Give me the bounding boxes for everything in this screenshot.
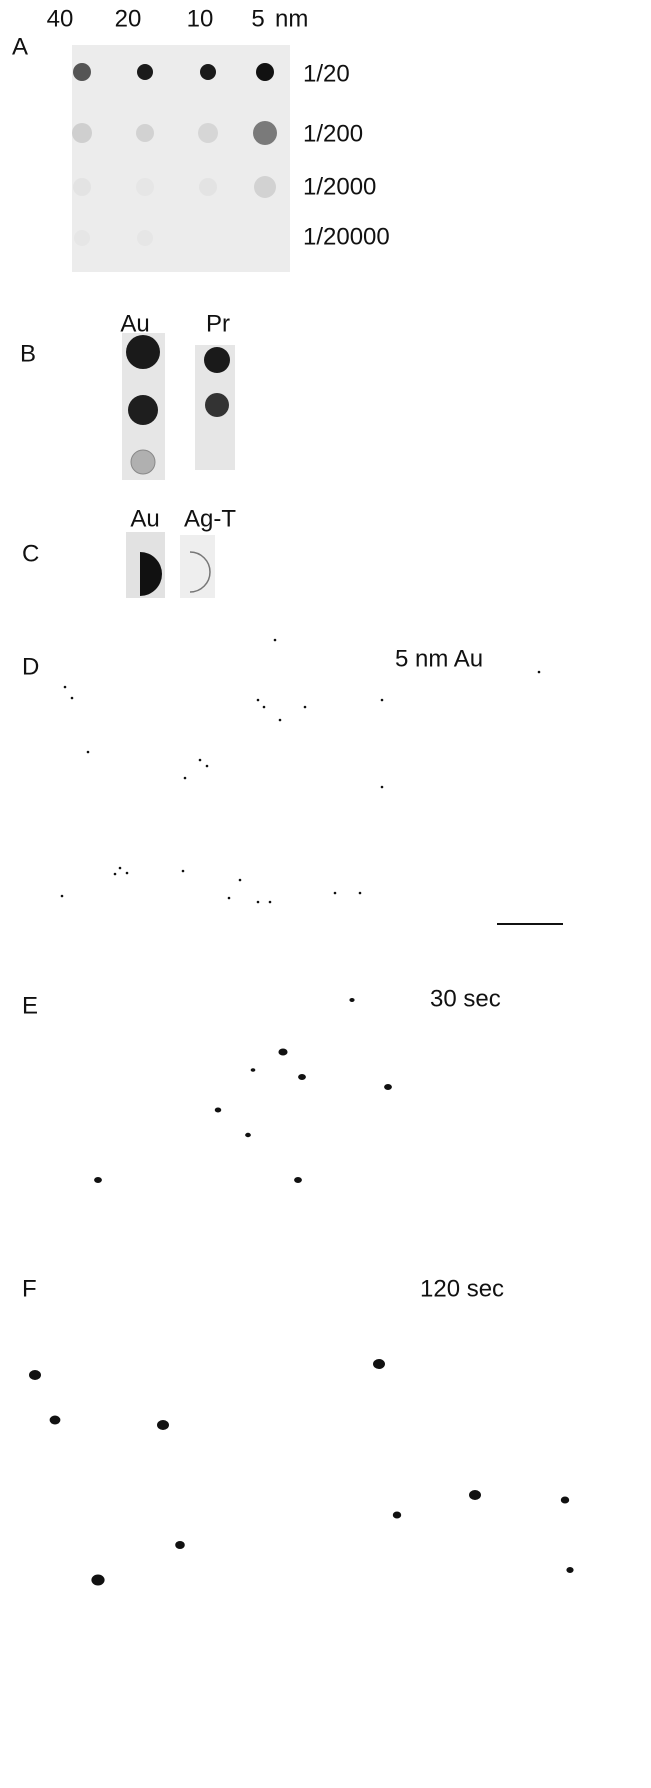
blot-dot bbox=[136, 178, 154, 196]
particle bbox=[157, 1420, 169, 1430]
blot-dot bbox=[128, 395, 158, 425]
particle bbox=[61, 895, 64, 898]
blot-dot bbox=[256, 63, 274, 81]
particle bbox=[257, 901, 260, 904]
panel-label: F bbox=[22, 1275, 37, 1302]
unit-label: nm bbox=[275, 5, 308, 32]
particle bbox=[334, 892, 337, 895]
blot-dot bbox=[74, 230, 90, 246]
column-label: 20 bbox=[115, 5, 142, 32]
particle bbox=[206, 765, 209, 768]
column-label: 5 bbox=[251, 5, 264, 32]
blot-dot bbox=[198, 123, 218, 143]
panel-label: C bbox=[22, 540, 39, 567]
blot-dot bbox=[204, 347, 230, 373]
particle bbox=[257, 699, 260, 702]
particle bbox=[279, 719, 282, 722]
particle bbox=[215, 1108, 222, 1113]
particle bbox=[373, 1359, 385, 1369]
particle bbox=[182, 870, 185, 873]
blot-dot bbox=[253, 121, 277, 145]
particle bbox=[50, 1416, 61, 1425]
particle bbox=[263, 706, 266, 709]
particle bbox=[87, 751, 90, 754]
particle bbox=[71, 697, 74, 700]
particle bbox=[199, 759, 202, 762]
particle bbox=[269, 901, 272, 904]
particle bbox=[349, 998, 354, 1002]
blot-dot bbox=[200, 64, 216, 80]
panel-label: E bbox=[22, 992, 38, 1019]
particle bbox=[251, 1068, 256, 1072]
blot-dot bbox=[136, 124, 154, 142]
row-label: 1/2000 bbox=[303, 173, 376, 200]
blot-dot bbox=[200, 230, 216, 246]
particle bbox=[245, 1133, 251, 1137]
column-label: 10 bbox=[187, 5, 214, 32]
blot-dot bbox=[131, 450, 155, 474]
row-label: 1/200 bbox=[303, 120, 363, 147]
particle bbox=[126, 872, 129, 875]
particle bbox=[91, 1575, 104, 1586]
particle bbox=[561, 1497, 569, 1504]
strip-label: Pr bbox=[206, 310, 230, 337]
particle bbox=[304, 706, 307, 709]
particle bbox=[119, 867, 122, 870]
particle bbox=[384, 1084, 392, 1090]
particle bbox=[228, 897, 231, 900]
blot-dot bbox=[72, 123, 92, 143]
panel-label: A bbox=[12, 33, 28, 60]
panel-label: D bbox=[22, 653, 39, 680]
blot-dot bbox=[205, 393, 229, 417]
caption: 5 nm Au bbox=[395, 645, 483, 672]
particle bbox=[298, 1074, 306, 1080]
particle bbox=[393, 1512, 401, 1519]
particle bbox=[64, 686, 67, 689]
particle bbox=[114, 873, 117, 876]
particle bbox=[469, 1490, 481, 1500]
particle bbox=[294, 1177, 302, 1183]
particle bbox=[274, 639, 277, 642]
particle bbox=[239, 879, 242, 882]
particle bbox=[94, 1177, 102, 1183]
particle bbox=[184, 777, 187, 780]
particle bbox=[278, 1049, 287, 1056]
blot-dot bbox=[137, 230, 153, 246]
particle bbox=[381, 786, 384, 789]
blot-dot bbox=[257, 230, 273, 246]
column-label: 40 bbox=[47, 5, 74, 32]
caption: 30 sec bbox=[430, 985, 501, 1012]
strip-label: Au bbox=[130, 505, 159, 532]
strip-label: Ag-T bbox=[184, 505, 236, 532]
particle bbox=[175, 1541, 185, 1549]
particle bbox=[538, 671, 541, 674]
blot-dot bbox=[199, 178, 217, 196]
figure: A 40 20 10 5 nm 1/20 1/200 1/2000 1/2000… bbox=[0, 0, 651, 1783]
blot-dot bbox=[73, 178, 91, 196]
particle bbox=[359, 892, 362, 895]
particle bbox=[566, 1567, 573, 1573]
blot-dot bbox=[137, 64, 153, 80]
caption: 120 sec bbox=[420, 1275, 504, 1302]
row-label: 1/20000 bbox=[303, 223, 390, 250]
particle bbox=[29, 1370, 41, 1380]
blot-dot bbox=[73, 63, 91, 81]
particle bbox=[381, 699, 384, 702]
blot-dot bbox=[126, 335, 160, 369]
panel-label: B bbox=[20, 340, 36, 367]
blot-dot bbox=[254, 176, 276, 198]
row-label: 1/20 bbox=[303, 60, 350, 87]
